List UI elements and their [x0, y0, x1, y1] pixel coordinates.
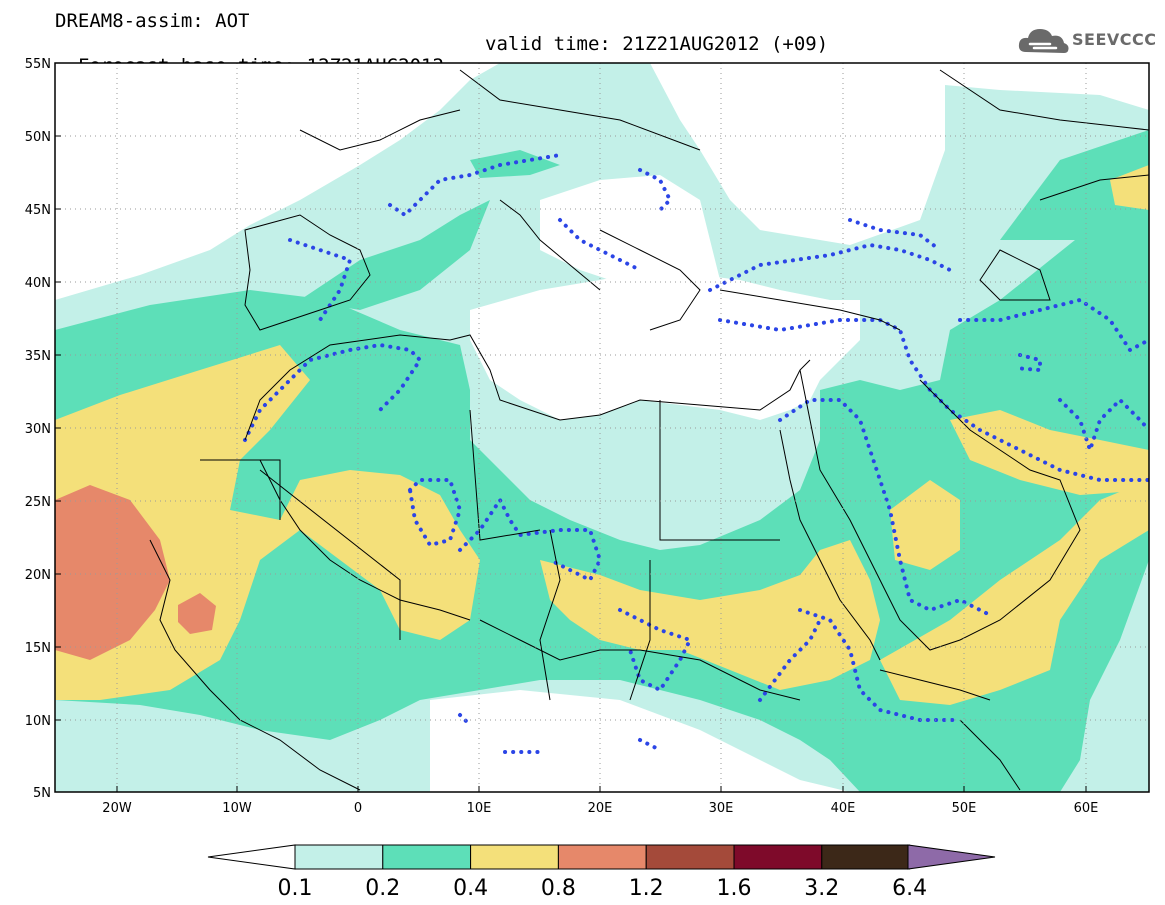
lat-label: 25N: [25, 495, 51, 510]
lon-label: 0: [354, 801, 362, 816]
aot-band-0.8-atlantic: [55, 485, 170, 660]
valid-time: valid time: 21Z21AUG2012 (+09): [485, 33, 829, 55]
lat-label: 55N: [25, 57, 51, 72]
colorbar-swatch: [470, 844, 559, 870]
lon-label: 40E: [831, 801, 856, 816]
colorbar-swatch: [733, 844, 823, 870]
logo-text: SEEVCCC: [1072, 30, 1157, 49]
lat-label: 30N: [25, 422, 51, 437]
tick-marks: [55, 135, 1087, 792]
clear-centralafrica: [760, 760, 850, 792]
longitude-labels: 20W 10W 0 10E 20E 30E 40E 50E 60E: [102, 801, 1098, 816]
clear-sahel: [430, 690, 760, 792]
lon-label: 10E: [467, 801, 492, 816]
colorbar-label: 3.2: [804, 876, 839, 901]
colorbar-swatch: [645, 844, 735, 870]
colorbar-label: 6.4: [892, 876, 927, 901]
lon-label: 60E: [1074, 801, 1099, 816]
colorbar-label: 1.6: [717, 876, 752, 901]
map-title: DREAM8-assim: AOT: [55, 10, 250, 32]
coastlines: [149, 69, 1149, 791]
lon-label: 20W: [102, 801, 132, 816]
aot-band-0.4-arabia: [890, 480, 960, 570]
lat-label: 40N: [25, 276, 51, 291]
colorbar: 0.1 0.2 0.4 0.8 1.2 1.6 3.2 6.4: [207, 844, 996, 901]
colorbar-swatch: [821, 844, 911, 870]
lat-label: 10N: [25, 714, 51, 729]
lat-label: 35N: [25, 349, 51, 364]
colorbar-swatch: [294, 844, 384, 870]
lon-label: 50E: [952, 801, 977, 816]
clear-balkans: [540, 175, 720, 300]
colorbar-swatch: [382, 844, 472, 870]
colorbar-label: 0.4: [453, 876, 488, 901]
lon-label: 20E: [588, 801, 613, 816]
colorbar-over-arrow: [907, 844, 996, 870]
seevccc-logo: SEEVCCC: [1016, 24, 1156, 58]
aot-band-0.4-gulf: [950, 410, 1149, 495]
lat-label: 5N: [33, 786, 51, 801]
lat-label: 45N: [25, 203, 51, 218]
colorbar-swatch: [557, 844, 647, 870]
aot-band-0.2: [55, 200, 1149, 792]
aot-band-0.2-caspian: [1000, 130, 1149, 240]
aot-band-0.4-oman: [880, 480, 1149, 705]
clear-eastern-med: [470, 270, 860, 420]
aot-band-0.8-senegal: [178, 593, 216, 634]
colorbar-label: 0.1: [278, 876, 313, 901]
cloud-icon: [1018, 29, 1069, 53]
lat-label: 15N: [25, 641, 51, 656]
latitude-labels: 55N 50N 45N 40N 35N 30N 25N 20N 15N 10N …: [25, 57, 51, 801]
colorbar-label: 0.2: [365, 876, 400, 901]
aot-band-0.4-westafrica: [55, 345, 480, 700]
colorbar-label: 1.2: [629, 876, 664, 901]
lat-label: 50N: [25, 130, 51, 145]
colorbar-under-arrow: [207, 844, 296, 870]
lon-label: 30E: [709, 801, 734, 816]
lat-label: 20N: [25, 568, 51, 583]
aot-band-0.2-iberia: [300, 200, 490, 310]
lon-label: 10W: [222, 801, 252, 816]
colorbar-label: 0.8: [541, 876, 576, 901]
aot-band-0.4-sahel: [540, 540, 880, 690]
